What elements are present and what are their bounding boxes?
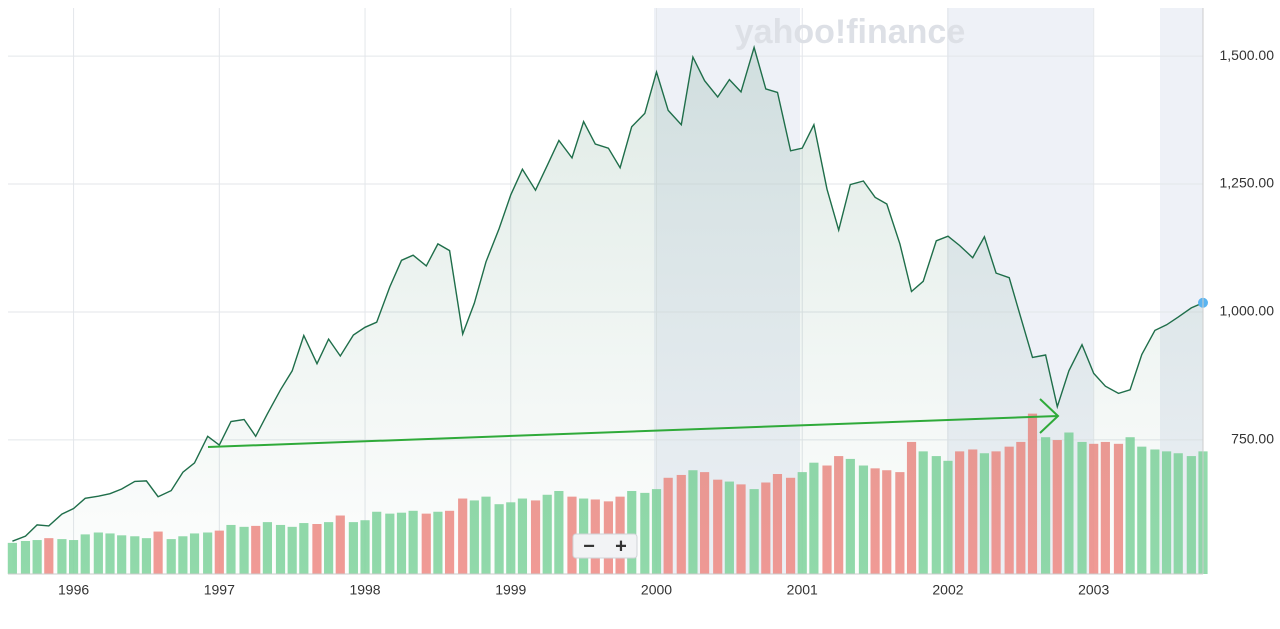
price-line bbox=[12, 44, 1204, 542]
x-tick-label: 1997 bbox=[204, 582, 235, 598]
x-tick-label: 1998 bbox=[349, 582, 380, 598]
x-tick-label: 2002 bbox=[932, 582, 963, 598]
x-tick-label: 1996 bbox=[58, 582, 89, 598]
zoom-controls: − + bbox=[572, 533, 638, 559]
zoom-box bbox=[572, 533, 638, 559]
y-tick-label: 1,500.00 bbox=[1220, 47, 1275, 63]
zoom-out-button[interactable]: − bbox=[583, 535, 595, 557]
annotation-arrow bbox=[207, 398, 1060, 448]
y-tick-label: 1,250.00 bbox=[1220, 175, 1275, 191]
watermark: yahoo!finance bbox=[735, 13, 965, 51]
x-tick-label: 2000 bbox=[641, 582, 672, 598]
arrow-head bbox=[1039, 398, 1060, 434]
volume-bar bbox=[7, 542, 17, 574]
x-tick-label: 2001 bbox=[787, 582, 818, 598]
arrow-shaft bbox=[207, 415, 1059, 448]
y-tick-label: 1,000.00 bbox=[1220, 303, 1275, 319]
zoom-in-button[interactable]: + bbox=[615, 535, 627, 557]
x-tick-label: 2003 bbox=[1078, 582, 1109, 598]
x-tick-label: 1999 bbox=[495, 582, 526, 598]
y-tick-label: 750.00 bbox=[1231, 431, 1274, 447]
